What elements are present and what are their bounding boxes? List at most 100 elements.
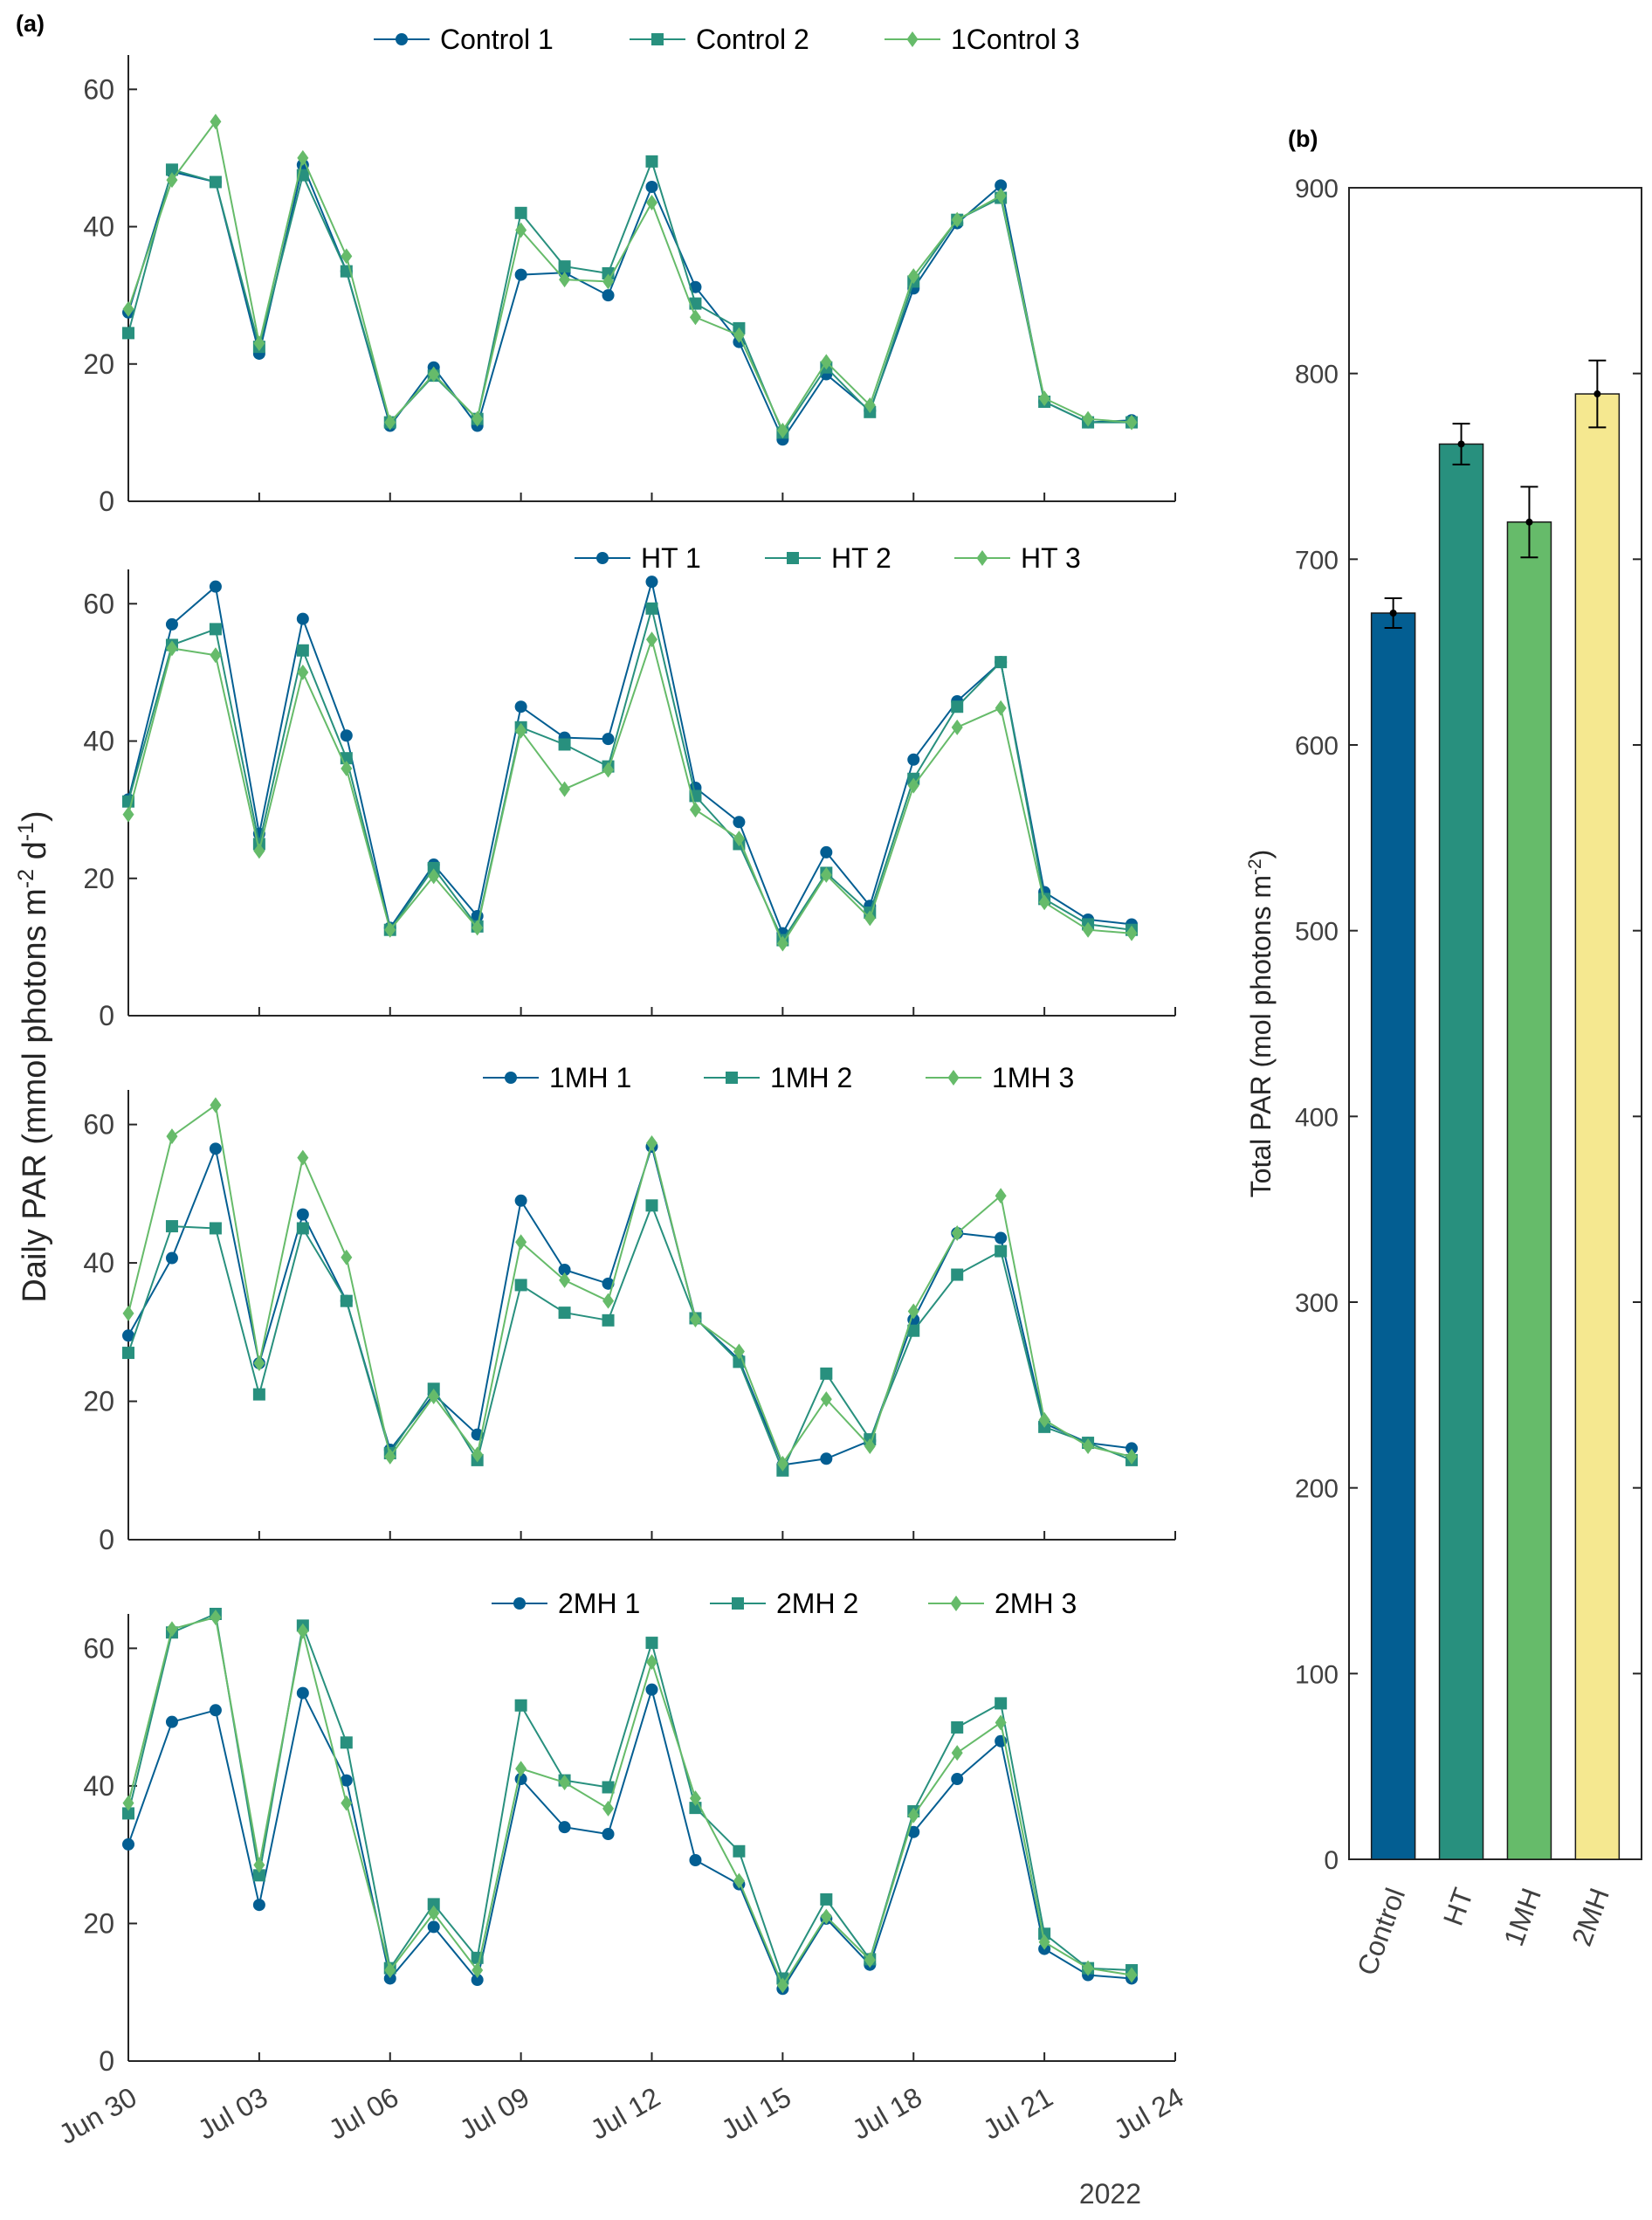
y-tick-label: 60 [83,588,114,619]
data-point [602,273,615,290]
data-point [384,921,396,938]
series-line [127,119,1132,433]
data-point [733,1872,745,1889]
legend-marker [976,550,988,566]
series-3 [122,631,1138,952]
y-tick-label: 900 [1295,175,1339,203]
data-point [733,327,745,343]
data-point [252,1869,265,1882]
data-point [558,1264,571,1276]
data-point [472,410,484,427]
mean-point [1525,518,1533,526]
data-point [951,1773,964,1786]
data-point [995,700,1007,716]
data-point [995,1244,1008,1258]
data-point [820,1893,833,1906]
series-line [127,1616,1132,1988]
data-point [252,1899,265,1912]
data-point [340,1736,353,1749]
data-point [428,366,440,383]
data-point [907,1324,920,1337]
y-tick-label: 100 [1295,1660,1339,1689]
series-3 [122,1097,1138,1472]
legend-marker [726,1072,738,1084]
legend-label: 1Control 3 [951,24,1080,55]
data-point [646,195,657,211]
y-tick-label: 60 [83,73,114,105]
data-point [296,1208,309,1221]
data-point [689,1312,701,1328]
legend-entry: Control 1 [374,24,554,55]
data-point [515,1234,527,1251]
data-point [951,700,964,714]
data-point [864,396,876,413]
series-line [127,1103,1132,1465]
data-point [296,1686,309,1699]
data-point [645,602,658,615]
data-point [864,1952,876,1968]
data-point [907,1303,919,1320]
data-point [384,1448,396,1465]
data-point [776,423,788,439]
data-point [602,1781,615,1794]
legend-entry: HT 2 [765,542,891,574]
data-point [296,1222,309,1235]
data-point [951,211,963,228]
legend-marker [651,33,664,45]
data-point [645,1637,658,1650]
data-point [864,1438,876,1455]
y-tick-label: 20 [83,1907,114,1939]
data-point [166,172,178,189]
legend-entry: 2MH 3 [928,1588,1077,1619]
data-point [645,180,658,193]
line-chart-panels: 0 20 40 60 Control 1 Control 2 1Control 3 0 20 40… [14,24,1189,2210]
data-point [820,845,833,858]
legend-label: 1MH 1 [549,1062,631,1093]
data-point [907,777,919,794]
y-tick-label: 60 [83,1109,114,1141]
data-point [209,1222,222,1235]
data-point [1125,1967,1138,1983]
y-tick-label: 20 [83,348,114,380]
data-point [602,733,615,746]
data-point [733,816,746,829]
mean-point [1593,390,1601,398]
data-point [122,1347,134,1360]
data-point [602,1313,615,1327]
data-point [209,580,222,593]
data-point [165,1251,178,1265]
legend-entry: 1MH 2 [704,1062,852,1093]
data-point [209,1704,222,1717]
data-point [340,1294,353,1307]
data-point [645,1683,658,1696]
bar [1506,521,1552,1860]
data-point [122,300,134,317]
data-point [558,1306,571,1320]
data-point [951,1720,964,1734]
data-point [122,327,134,340]
data-point [602,1828,615,1841]
y-tick-label: 40 [83,726,114,757]
data-point [428,1905,440,1921]
data-point [776,935,788,952]
data-point [428,868,440,885]
y-tick-label: 40 [83,211,114,243]
y-tick-label: 600 [1295,732,1339,761]
data-point [296,644,309,657]
legend-entry: 1MH 3 [926,1062,1074,1093]
data-point [253,335,265,352]
data-point [733,831,745,847]
data-point [122,1837,134,1851]
data-point [210,1609,222,1625]
data-point [166,1621,178,1637]
legend-label: 2MH 3 [995,1588,1077,1619]
legend-label: HT 1 [641,542,701,574]
y-tick-label: 60 [83,1632,114,1664]
line-panel-3: 0 20 40 60 1MH 1 1MH 2 1MH 3 [83,1062,1176,1555]
data-point [252,1388,265,1401]
data-point [820,866,832,883]
panel-b-label: (b) [1288,126,1318,152]
x-year-label: 2022 [1079,2178,1141,2210]
legend-label: HT 2 [831,542,891,574]
data-point [995,656,1008,669]
